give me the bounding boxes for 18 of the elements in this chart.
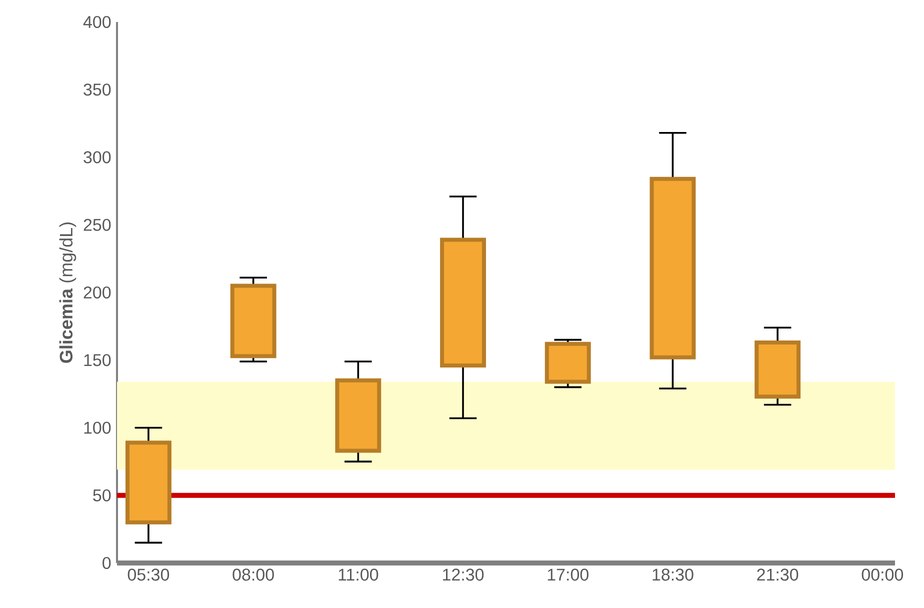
- x-tick-label: 08:00: [232, 568, 274, 581]
- y-tick-label: 400: [83, 16, 111, 28]
- y-tick-label: 350: [84, 84, 111, 96]
- y-tick-label: 300: [84, 151, 111, 164]
- y-tick-label: 200: [84, 286, 111, 299]
- x-tick-label: 00:00: [862, 568, 904, 581]
- x-tick-label: 17:00: [548, 568, 588, 581]
- x-tick-label: 21:30: [757, 568, 798, 581]
- y-tick-label: 0: [102, 556, 111, 570]
- x-tick-label: 18:30: [652, 568, 694, 581]
- y-tick-label: 150: [84, 354, 111, 366]
- y-tick-label: 50: [93, 489, 111, 502]
- y-tick-label: 100: [84, 422, 111, 434]
- y-axis-title: Glicemia (mg/dL): [59, 222, 76, 363]
- y-tick-label: 250: [84, 218, 111, 231]
- x-tick-label: 11:00: [338, 568, 378, 581]
- x-tick-label: 05:30: [128, 568, 170, 581]
- x-tick-label: 12:30: [443, 568, 484, 581]
